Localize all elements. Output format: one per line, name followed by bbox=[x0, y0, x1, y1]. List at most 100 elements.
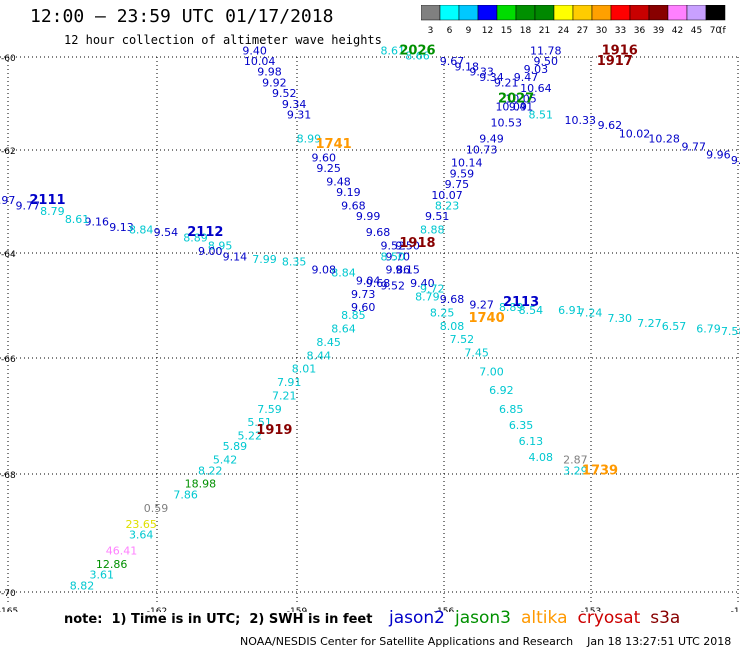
swh-value: 9.68 bbox=[366, 226, 391, 239]
swh-value: 9.52 bbox=[272, 87, 297, 100]
swh-value: 7.21 bbox=[272, 389, 297, 402]
swh-value: 9.60 bbox=[311, 151, 336, 164]
swh-value: 9.31 bbox=[287, 109, 312, 122]
swh-value: 10.73 bbox=[466, 143, 498, 156]
swh-value: 9.63 bbox=[731, 154, 740, 167]
swh-value: 6.91 bbox=[558, 304, 583, 317]
swh-value: 9.77 bbox=[15, 199, 40, 212]
swh-value: 7.30 bbox=[607, 312, 632, 325]
swh-value: 9.13 bbox=[109, 221, 134, 234]
swh-value: 8.22 bbox=[198, 464, 223, 477]
swh-value: 7.86 bbox=[173, 488, 198, 501]
swh-value: 10.07 bbox=[431, 189, 463, 202]
color-tick-label: 30 bbox=[596, 26, 608, 36]
swh-value: 9.34 bbox=[282, 98, 307, 111]
x-tick-label: -159 bbox=[287, 607, 308, 612]
satellite-legend-item: altika bbox=[521, 608, 568, 628]
swh-value: 46.41 bbox=[106, 545, 138, 558]
swh-value: 6.35 bbox=[509, 419, 534, 432]
swh-value: 9.92 bbox=[262, 76, 287, 89]
satellite-legend: jason2 jason3 altika cryosat s3a bbox=[389, 608, 690, 628]
swh-value: 9.86 bbox=[385, 264, 410, 277]
swh-value: 10.14 bbox=[451, 157, 483, 170]
swh-value: 12.86 bbox=[96, 558, 128, 571]
swh-value: 9.60 bbox=[351, 301, 376, 314]
swh-value: 6.79 bbox=[696, 323, 721, 336]
swh-value: 5.89 bbox=[223, 440, 248, 453]
pass-label: 2111 bbox=[29, 193, 65, 208]
swh-value: 9.52 bbox=[381, 280, 406, 293]
swh-value: 9.97 bbox=[0, 194, 15, 207]
pass-label: 2112 bbox=[187, 225, 223, 240]
swh-value: 18.98 bbox=[185, 478, 217, 491]
color-tick-label: 6 bbox=[447, 26, 453, 36]
swh-value: 8.84 bbox=[129, 224, 154, 237]
x-tick-label: -165 bbox=[0, 607, 18, 612]
color-tick-label: 18 bbox=[520, 26, 532, 36]
swh-value: 8.89 bbox=[183, 232, 208, 245]
pass-label: 1916 bbox=[602, 43, 638, 58]
swh-value: 6.92 bbox=[489, 384, 514, 397]
color-tick-label: 70 bbox=[710, 26, 722, 36]
swh-value: 9.75 bbox=[445, 178, 470, 191]
satellite-legend-item: jason3 bbox=[455, 608, 511, 628]
swh-value: 9.00 bbox=[198, 245, 223, 258]
pass-label: 1919 bbox=[256, 423, 292, 438]
swh-value: 9.25 bbox=[316, 162, 341, 175]
swh-value: 8.66 bbox=[405, 50, 430, 63]
color-tick-label: 15 bbox=[501, 26, 512, 36]
swh-value: 9.67 bbox=[440, 55, 465, 68]
swh-value: 8.61 bbox=[65, 213, 90, 226]
swh-value: 8.99 bbox=[297, 133, 322, 146]
swh-value: 7.59 bbox=[257, 403, 282, 416]
pass-label: 1739 bbox=[582, 463, 618, 478]
pass-label: 2026 bbox=[399, 43, 435, 58]
y-tick-label: -64 bbox=[1, 250, 16, 260]
page-title: 12:00 — 23:59 UTC 01/17/2018 bbox=[30, 6, 334, 27]
x-tick-label: -15 bbox=[731, 607, 740, 612]
swh-value: 9.16 bbox=[85, 216, 110, 229]
swh-value: 11.78 bbox=[530, 44, 562, 57]
color-tick-label: 39 bbox=[653, 26, 665, 36]
swh-value: 9.41 bbox=[509, 101, 534, 114]
swh-value: 8.35 bbox=[282, 256, 307, 269]
swh-value: 9.59 bbox=[450, 167, 475, 180]
swh-value: 10.64 bbox=[520, 82, 552, 95]
swh-value: 7.91 bbox=[277, 376, 302, 389]
swh-value: 9.68 bbox=[440, 293, 465, 306]
swh-value: 23.65 bbox=[125, 518, 157, 531]
pass-label: 1918 bbox=[399, 236, 435, 251]
swh-value: 10.53 bbox=[491, 117, 523, 130]
color-tick-label: 3 bbox=[428, 26, 434, 36]
swh-value: 9.21 bbox=[494, 76, 519, 89]
swh-value: 9.96 bbox=[706, 149, 731, 162]
swh-value: 10.05 bbox=[505, 92, 537, 105]
swh-value: 9.51 bbox=[425, 210, 450, 223]
swh-value: 9.72 bbox=[420, 282, 445, 295]
color-tick-label: 45 bbox=[691, 26, 702, 36]
swh-value: 9.33 bbox=[469, 66, 494, 79]
swh-value: 8.95 bbox=[208, 240, 233, 253]
swh-value: 10.33 bbox=[565, 114, 597, 127]
swh-value: 7.27 bbox=[637, 317, 662, 330]
swh-value: 9.50 bbox=[395, 240, 420, 253]
color-tick-label: 36 bbox=[634, 26, 646, 36]
swh-value: 8.84 bbox=[331, 266, 356, 279]
swh-value: 8.79 bbox=[40, 205, 65, 218]
swh-value: 8.85 bbox=[341, 309, 366, 322]
swh-value: 8.25 bbox=[430, 306, 455, 319]
swh-value: 8.01 bbox=[292, 363, 317, 376]
footer-credit: NOAA/NESDIS Center for Satellite Applica… bbox=[240, 635, 732, 648]
swh-value: 10.28 bbox=[648, 133, 680, 146]
swh-value: 6.13 bbox=[519, 435, 544, 448]
swh-value: 9.48 bbox=[326, 175, 351, 188]
swh-value: 9.15 bbox=[395, 264, 420, 277]
swh-value: 9.19 bbox=[336, 186, 361, 199]
swh-value: 9.99 bbox=[356, 210, 381, 223]
swh-value: 8.89 bbox=[499, 301, 524, 314]
swh-value: 6.57 bbox=[662, 320, 687, 333]
wave-height-plot: -165 -162 -159 -156 -153 -15 -60 -62 -64 -66 -68 -7… bbox=[0, 43, 740, 612]
swh-value: 7.52 bbox=[450, 333, 475, 346]
swh-value: 0.59 bbox=[144, 502, 169, 515]
